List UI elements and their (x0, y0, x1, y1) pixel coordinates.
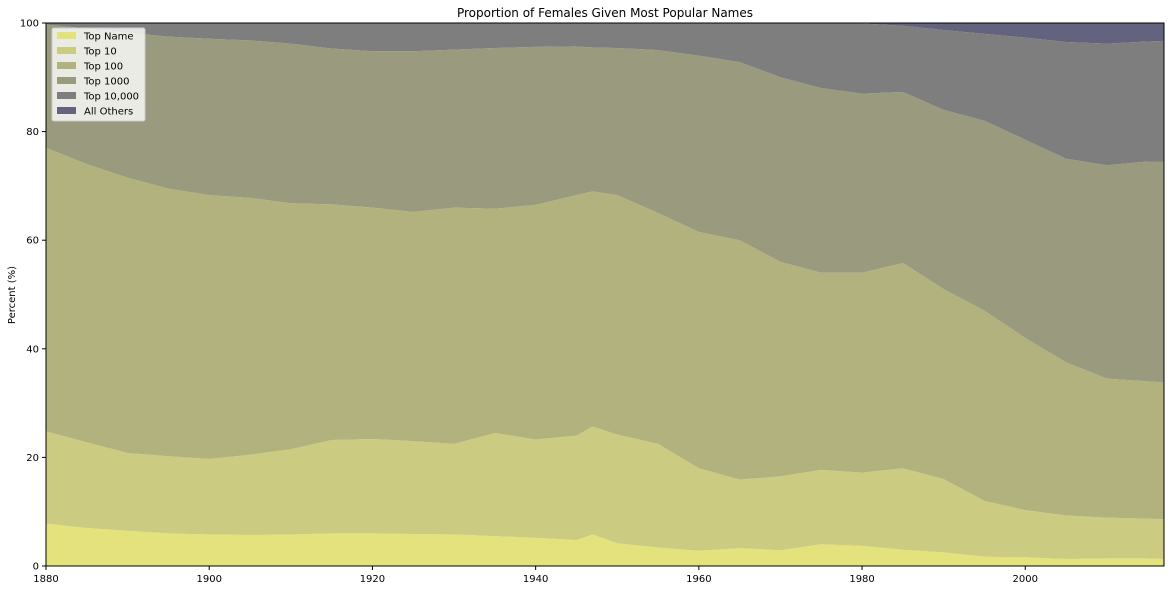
x-axis: 1880 1900 1920 1940 1960 1980 2000 (33, 566, 1038, 585)
x-tick-label: 1980 (849, 574, 874, 585)
area-top-100 (46, 147, 1164, 520)
y-tick-label: 60 (26, 236, 39, 247)
area-top-10 (46, 426, 1164, 559)
legend: Top Name Top 10 Top 100 Top 1000 Top 10,000 A… (51, 27, 146, 122)
legend-label: All Others (84, 107, 133, 118)
plot-frame (45, 22, 1165, 567)
area-top-name (46, 523, 1164, 566)
legend-label: Top Name (83, 32, 134, 43)
y-tick-label: 80 (26, 127, 39, 138)
legend-swatch (57, 32, 76, 39)
legend-label: Top 1000 (83, 77, 130, 88)
y-axis: 0 20 40 60 80 100 (20, 19, 46, 573)
y-tick-label: 0 (33, 562, 39, 573)
legend-swatch (57, 47, 76, 54)
chart-title: Proportion of Females Given Most Popular… (457, 6, 753, 20)
area-top-1000 (46, 24, 1164, 383)
legend-swatch (57, 107, 76, 114)
y-tick-label: 20 (26, 453, 39, 464)
legend-swatch (57, 62, 76, 69)
y-tick-label: 100 (20, 19, 39, 30)
x-tick-label: 1960 (686, 574, 711, 585)
legend-swatch (57, 92, 76, 99)
x-tick-label: 1940 (523, 574, 548, 585)
area-top-10-000 (46, 23, 1164, 166)
x-tick-label: 1920 (360, 574, 385, 585)
y-tick-label: 40 (26, 344, 39, 355)
legend-label: Top 100 (83, 62, 123, 73)
area-layers (46, 23, 1164, 566)
area-all-others (46, 23, 1164, 44)
x-tick-label: 2000 (1013, 574, 1038, 585)
x-tick-label: 1900 (196, 574, 221, 585)
y-axis-title: Percent (%) (7, 266, 18, 324)
legend-label: Top 10,000 (83, 92, 139, 103)
legend-swatch (57, 77, 76, 84)
x-tick-label: 1880 (33, 574, 58, 585)
legend-label: Top 10 (83, 47, 117, 58)
